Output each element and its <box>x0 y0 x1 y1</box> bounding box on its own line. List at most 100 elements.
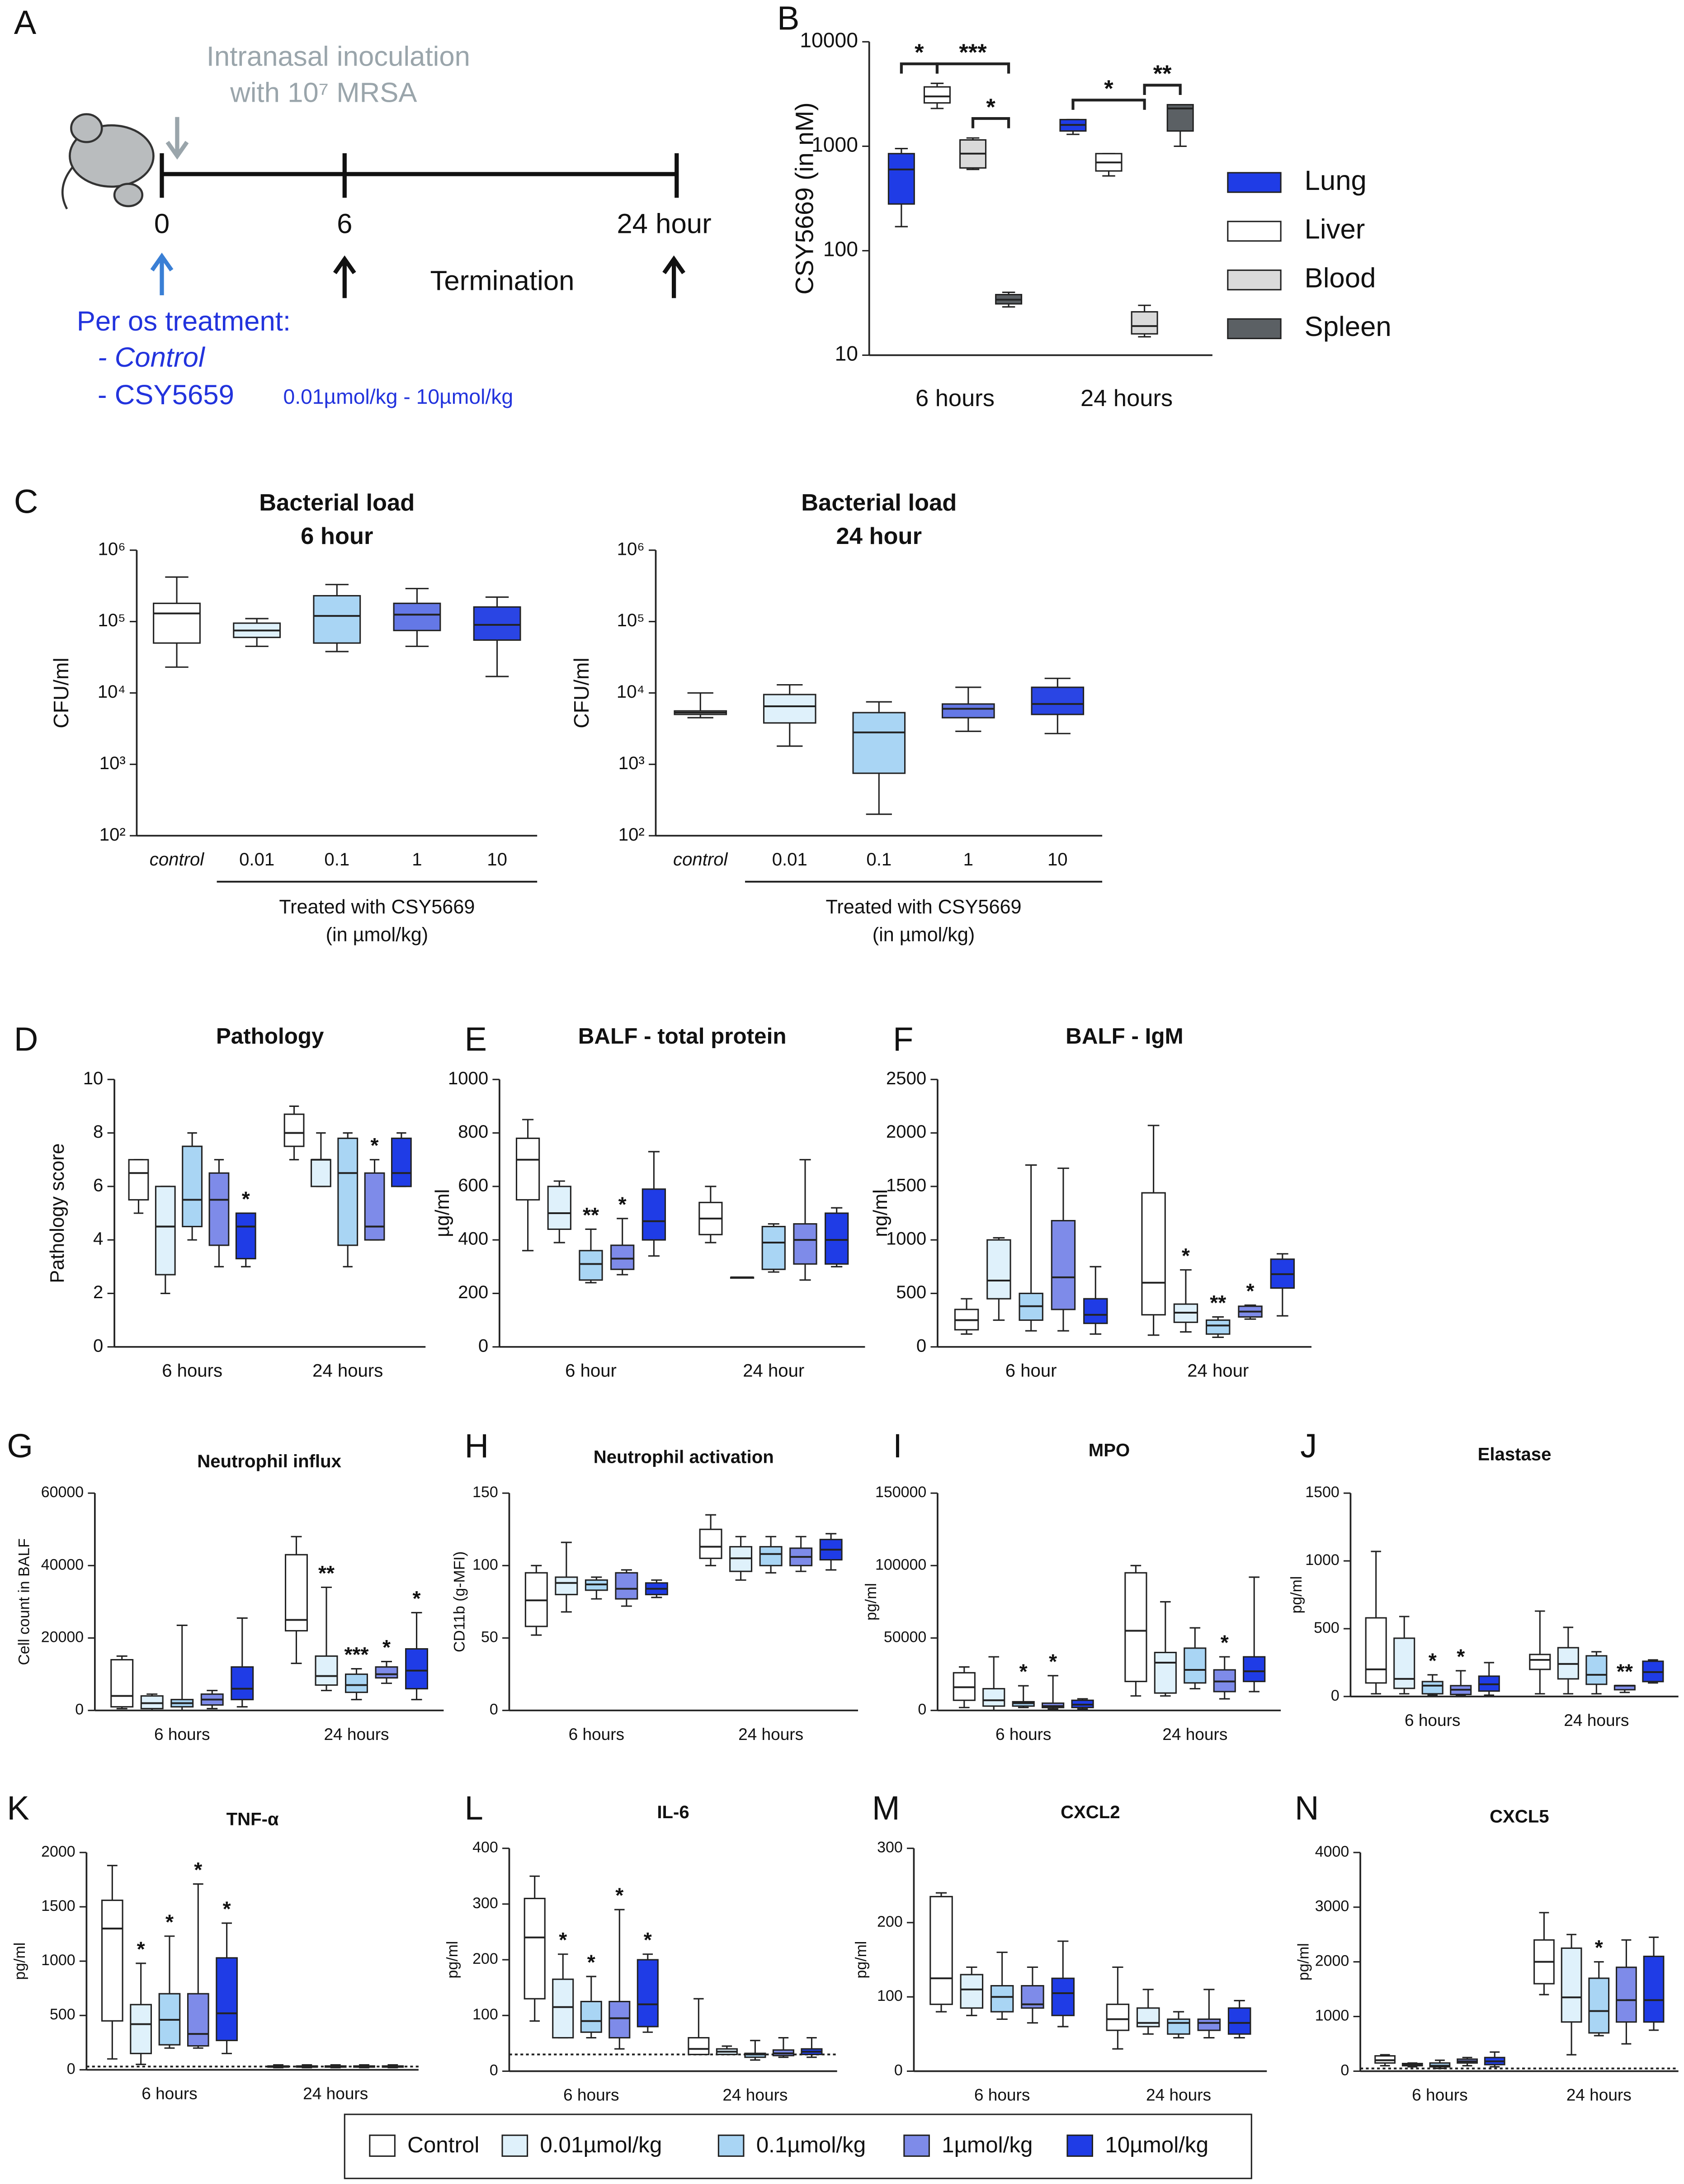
box <box>345 1673 368 1693</box>
x-tick-label: 6 hours <box>142 2085 197 2103</box>
significance: ** <box>1210 1291 1226 1314</box>
y-tick-label: 0 <box>490 1701 498 1718</box>
x-tick-label: 24 hour <box>743 1361 804 1381</box>
chart-title: Bacterial load <box>259 490 415 516</box>
y-tick-label: 1500 <box>886 1175 926 1195</box>
mouse-ear <box>70 113 103 143</box>
y-tick-label: 500 <box>50 2006 75 2023</box>
x-tick-label: 0.1 <box>866 850 892 870</box>
panel-label: D <box>14 1021 38 1058</box>
bracket-label: * <box>915 40 924 66</box>
panel-label: K <box>7 1789 29 1827</box>
y-tick-label: 400 <box>458 1229 488 1249</box>
x-tick-label: 24 hour <box>1187 1361 1249 1381</box>
y-tick-label: 1000 <box>886 1229 926 1249</box>
box <box>552 1978 574 2039</box>
y-tick-label: 1000 <box>41 1952 75 1969</box>
box <box>393 602 441 631</box>
panel-label: J <box>1300 1427 1317 1465</box>
legend-swatch <box>1227 269 1282 291</box>
panel-label: B <box>777 0 799 37</box>
y-tick-label: 10000 <box>800 28 858 52</box>
treatment-item: - Control <box>98 342 206 373</box>
y-tick-label: 4 <box>93 1229 103 1249</box>
x-tick-label: 6 hours <box>569 1725 624 1744</box>
y-tick-label: 100 <box>877 1987 903 2004</box>
legend-swatch <box>1227 318 1282 340</box>
box <box>615 1572 638 1600</box>
y-axis-label: Pathology score <box>47 1143 68 1283</box>
y-tick-label: 1000 <box>811 133 858 156</box>
box <box>1585 1655 1608 1685</box>
x-tick-label: 24 hours <box>303 2085 368 2103</box>
significance: * <box>382 1636 391 1659</box>
box <box>1141 1192 1166 1316</box>
box <box>128 1159 149 1201</box>
box <box>101 1900 123 2022</box>
significance: ** <box>1617 1659 1633 1683</box>
box <box>1421 1681 1443 1695</box>
y-tick-label: 8 <box>93 1122 103 1142</box>
box <box>1393 1637 1415 1689</box>
y-axis-label: CSY5669 (in nM) <box>790 102 818 294</box>
box <box>761 1226 786 1270</box>
legend-swatch <box>1227 172 1282 193</box>
box <box>555 1576 578 1595</box>
x-tick-label: 10 <box>1047 850 1068 870</box>
box <box>1154 1651 1177 1694</box>
box <box>1184 1647 1207 1684</box>
y-tick-label: 10³ <box>99 753 126 773</box>
box <box>759 1546 783 1566</box>
bracket <box>1071 99 1146 110</box>
significance: * <box>242 1187 250 1211</box>
y-tick-label: 200 <box>877 1913 903 1930</box>
box <box>375 1666 398 1679</box>
box <box>187 1993 209 2047</box>
x-tick-label: control <box>150 850 205 870</box>
y-tick-label: 10 <box>835 342 858 365</box>
y-tick-label: 100 <box>823 237 858 261</box>
y-tick-label: 60000 <box>41 1484 84 1501</box>
box <box>547 1186 571 1230</box>
legend-label: 10µmol/kg <box>1105 2132 1208 2157</box>
y-tick-label: 10³ <box>618 753 645 773</box>
inoculation-text: with 10⁷ MRSA <box>230 77 417 109</box>
box <box>982 1688 1005 1707</box>
chart-title: CXCL5 <box>1490 1806 1549 1826</box>
treatment-title: Per os treatment: <box>77 306 291 337</box>
y-tick-label: 1000 <box>1315 2007 1349 2024</box>
y-tick-label: 2000 <box>886 1122 926 1142</box>
y-tick-label: 10⁶ <box>617 539 645 559</box>
box <box>763 694 816 724</box>
y-tick-label: 10² <box>618 825 645 845</box>
y-axis-label: CFU/ml <box>570 657 593 728</box>
box <box>110 1659 134 1708</box>
y-tick-label: 1000 <box>448 1068 488 1088</box>
box <box>1206 1319 1231 1335</box>
mouse-tail <box>61 166 74 210</box>
bracket <box>935 62 1010 74</box>
y-tick-label: 0 <box>490 2061 498 2079</box>
legend-label: Lung <box>1305 165 1367 196</box>
box <box>923 86 951 104</box>
box <box>155 1186 176 1276</box>
bracket <box>1143 84 1182 95</box>
box <box>688 2037 710 2056</box>
inoculation-text: Intranasal inoculation <box>207 41 470 72</box>
x-tick-label: 10 <box>487 850 507 870</box>
box <box>609 2000 631 2039</box>
panel-label: A <box>14 4 37 41</box>
termination-arrow <box>333 255 356 298</box>
y-axis-label: CD11b (g-MFI) <box>451 1551 468 1652</box>
box <box>1051 1220 1076 1310</box>
y-axis-label: pg/ml <box>1295 1943 1312 1981</box>
box <box>391 1137 412 1187</box>
box <box>1083 1298 1108 1324</box>
y-tick-label: 50000 <box>884 1628 926 1645</box>
significance: * <box>1457 1645 1465 1668</box>
legend-label: Control <box>407 2132 479 2157</box>
y-tick-label: 150 <box>472 1484 498 1501</box>
timeline-label: 0 <box>154 208 170 239</box>
y-tick-label: 800 <box>458 1122 488 1142</box>
legend-swatch <box>1066 2134 1094 2157</box>
